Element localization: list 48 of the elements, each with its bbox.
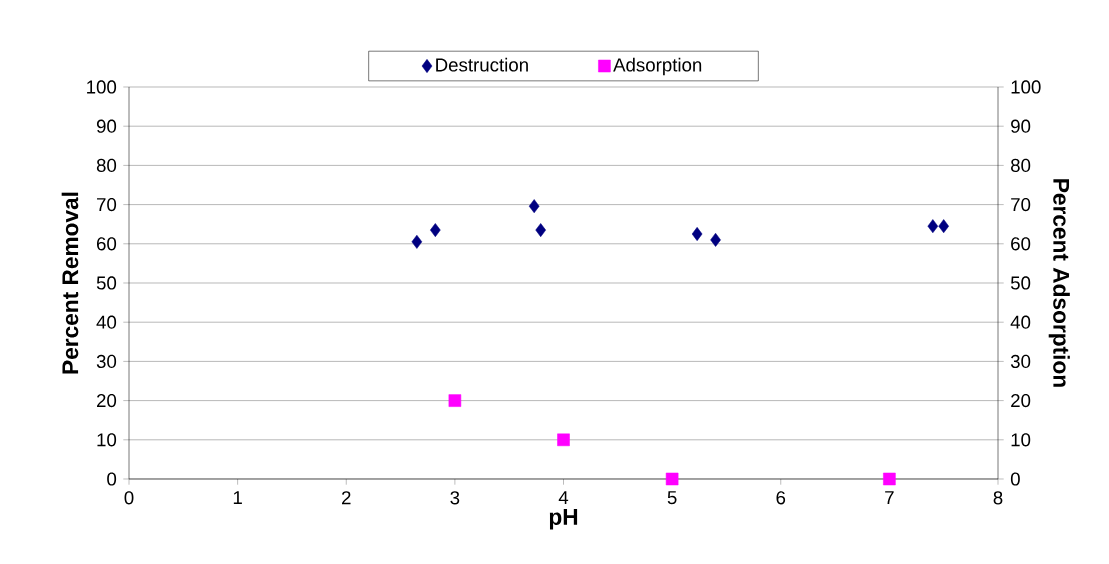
y2-tick-label: 10 [1011,433,1031,447]
point [691,227,703,241]
y-tick-label: 40 [96,315,117,329]
legend-label: Adsorption [613,57,702,76]
x-tick-label: 2 [342,491,351,505]
point [927,219,939,234]
point [883,472,896,486]
y2-tick-label: 90 [1011,119,1031,133]
x-tick-label: 3 [450,491,460,505]
x-tick-label: 6 [776,491,786,505]
point [448,394,462,407]
y-tick-label: 100 [87,80,117,94]
point [938,219,949,234]
x-tick-label: 5 [667,491,677,505]
y2-axis-title: Percent Adsorption [1048,179,1070,387]
x-axis-title: pH [549,509,578,530]
y2-tick-label: 60 [1011,237,1031,251]
y-tick-label: 0 [107,472,117,486]
y2-tick-label: 50 [1010,276,1031,290]
y2-tick-label: 100 [1011,80,1041,94]
y2-tick-label: 20 [1011,393,1031,408]
legend-label: Destruction [436,57,528,72]
y-tick-label: 50 [96,276,117,290]
x-tick-label: 1 [233,491,242,505]
point [528,199,540,214]
y-axis-title: Percent Removal [61,192,79,374]
point [665,472,679,486]
x-tick-label: 8 [993,491,1003,505]
y2-tick-label: 70 [1011,197,1031,212]
y-tick-label: 20 [97,393,117,408]
point [430,223,441,238]
y2-tick-label: 40 [1010,315,1031,329]
x-tick-label: 0 [124,491,134,505]
point [411,234,423,249]
point [535,223,546,238]
y-tick-label: 60 [97,237,117,251]
y-tick-label: 70 [97,197,117,212]
y-tick-label: 30 [96,354,117,369]
y2-tick-label: 0 [1010,472,1020,486]
y-tick-label: 80 [96,158,117,173]
y2-tick-label: 80 [1011,158,1031,173]
y2-tick-label: 30 [1010,354,1031,369]
point [710,232,721,247]
x-tick-label: 4 [558,491,569,505]
y-tick-label: 10 [97,433,117,447]
point [557,433,570,447]
x-tick-label: 7 [885,491,894,505]
y-tick-label: 90 [96,119,117,133]
